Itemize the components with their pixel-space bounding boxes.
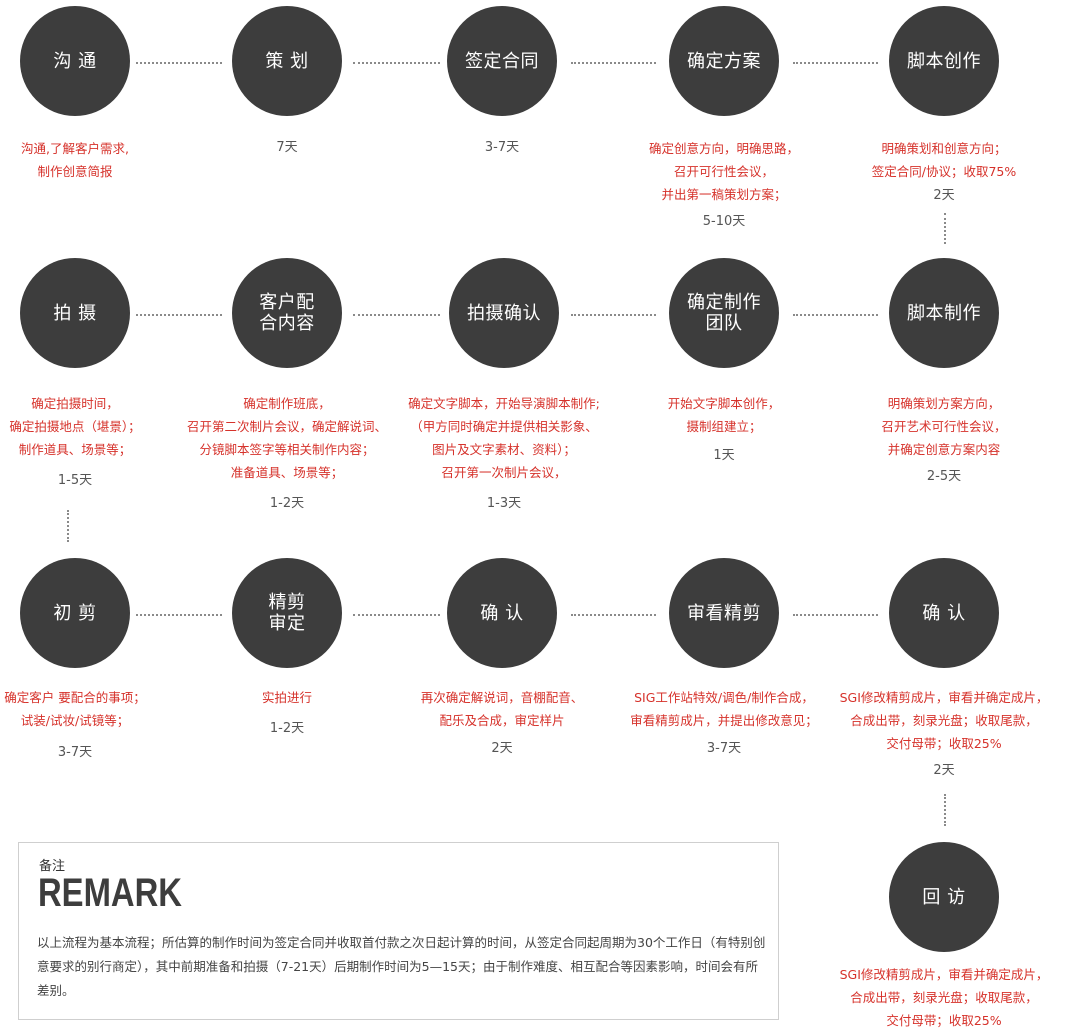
step-description: 确定拍摄时间， 确定拍摄地点（堪景）； 制作道具、场景等； [9,396,141,457]
step-node: 确 认 [889,558,999,668]
connector-horizontal [353,314,440,316]
step-duration: 1-5天 [57,473,93,488]
step-label: 脚本创作 [907,50,981,72]
step-label: 确 认 [922,602,966,624]
connector-vertical [944,794,946,826]
step-label: 脚本制作 [907,302,981,324]
connector-vertical [67,510,69,542]
connector-horizontal [793,62,878,64]
step-node: 确定制作 团队 [669,258,779,368]
connector-vertical [944,213,946,244]
step-duration: 1-2天 [269,496,305,511]
step-duration: 1天 [713,448,735,463]
step-node: 确 认 [447,558,557,668]
step-label: 拍摄确认 [467,302,541,324]
step-node: 策 划 [232,6,342,116]
step-duration: 2天 [491,741,513,756]
step-description: SGI修改精剪成片，审看并确定成片， 合成出带，刻录光盘；收取尾款， 交付母带；… [839,967,1049,1028]
step-node: 脚本制作 [889,258,999,368]
connector-horizontal [136,614,222,616]
step-duration: 3-7天 [706,741,742,756]
step-duration: 3-7天 [57,745,93,760]
step-label: 拍 摄 [53,302,97,324]
step-label: 确定制作 团队 [687,292,761,334]
connector-horizontal [793,314,878,316]
step-description: 沟通,了解客户需求, 制作创意简报 [21,141,129,179]
step-description: 确定创意方向，明确思路， 召开可行性会议， 并出第一稿策划方案； [648,141,799,202]
connector-horizontal [353,614,440,616]
step-label: 确定方案 [687,50,761,72]
step-node: 拍摄确认 [449,258,559,368]
step-description: SGI修改精剪成片，审看并确定成片， 合成出带，刻录光盘；收取尾款， 交付母带；… [839,690,1049,751]
step-description: 确定制作班底， 召开第二次制片会议，确定解说词、 分镜脚本签字等相关制作内容； … [186,396,387,480]
step-node: 沟 通 [20,6,130,116]
step-description: 明确策划和创意方向； 签定合同/协议；收取75% [871,141,1017,179]
step-node: 脚本创作 [889,6,999,116]
step-label: 初 剪 [53,602,97,624]
step-description: 确定文字脚本，开始导演脚本制作; （甲方同时确定并提供相关影象、 图片及文字素材… [408,396,600,480]
connector-horizontal [353,62,440,64]
connector-horizontal [136,62,222,64]
step-description: 开始文字脚本创作， 摄制组建立； [667,396,781,434]
step-duration: 2天 [933,763,955,778]
step-label: 策 划 [265,50,309,72]
step-label: 回 访 [922,886,966,908]
step-description: SIG工作站特效/调色/制作合成， 审看精剪成片，并提出修改意见； [630,690,818,728]
remark-box: 备注 REMARK 以上流程为基本流程；所估算的制作时间为签定合同并收取首付款之… [18,842,779,1020]
step-label: 客户配 合内容 [259,292,315,334]
step-duration: 3-7天 [484,140,520,155]
connector-horizontal [571,314,656,316]
step-label: 确 认 [480,602,524,624]
step-label: 精剪 审定 [268,592,306,634]
step-node: 审看精剪 [669,558,779,668]
connector-horizontal [136,314,222,316]
step-node: 客户配 合内容 [232,258,342,368]
remark-label: 备注 [39,859,66,874]
step-duration: 1-3天 [486,496,522,511]
connector-horizontal [571,62,656,64]
step-node: 精剪 审定 [232,558,342,668]
step-label: 审看精剪 [687,602,761,624]
remark-text: 以上流程为基本流程；所估算的制作时间为签定合同并收取首付款之次日起计算的时间，从… [37,935,766,998]
step-label: 沟 通 [53,50,97,72]
step-duration: 2-5天 [926,469,962,484]
step-description: 实拍进行 [261,690,312,705]
step-description: 明确策划方案方向， 召开艺术可行性会议， 并确定创意方案内容 [881,396,1007,457]
step-node: 确定方案 [669,6,779,116]
step-node: 初 剪 [20,558,130,668]
step-duration: 5-10天 [702,214,746,229]
step-duration: 1-2天 [269,721,305,736]
step-duration: 7天 [276,140,298,155]
step-description: 再次确定解说词，音棚配音、 配乐及合成，审定样片 [420,690,584,728]
step-node: 签定合同 [447,6,557,116]
step-label: 签定合同 [465,50,539,72]
step-duration: 2天 [933,188,955,203]
connector-horizontal [793,614,878,616]
remark-title: REMARK [38,871,182,915]
step-description: 确定客户 要配合的事项； 试装/试妆/试镜等； [4,690,146,728]
step-node: 拍 摄 [20,258,130,368]
connector-horizontal [571,614,656,616]
step-node: 回 访 [889,842,999,952]
